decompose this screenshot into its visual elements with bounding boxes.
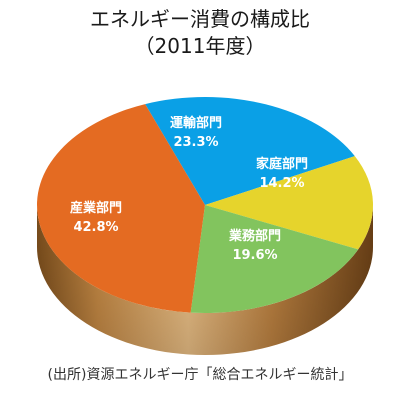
- pie-slice: [145, 96, 355, 205]
- slice-value-label: 14.2%: [259, 176, 304, 191]
- slice-value-label: 19.6%: [232, 248, 277, 263]
- slice-name-label: 業務部門: [228, 228, 281, 244]
- pie-slice: [190, 205, 359, 313]
- pie-rim: [37, 205, 373, 355]
- slice-value-label: 23.3%: [173, 135, 218, 150]
- chart-subtitle: （2011年度）: [134, 34, 266, 58]
- slice-name-label: 産業部門: [70, 200, 122, 216]
- pie-slice: [37, 104, 205, 313]
- chart-title: エネルギー消費の構成比: [90, 7, 310, 31]
- slice-name-label: 家庭部門: [256, 156, 308, 172]
- slice-name-label: 運輸部門: [170, 115, 222, 131]
- slice-value-label: 42.8%: [73, 220, 118, 235]
- pie-labels: 運輸部門 23.3% 家庭部門 14.2% 業務部門 19.6% 産業部門 42.8%: [70, 115, 308, 263]
- pie-slices: [37, 96, 373, 313]
- pie-slice: [205, 156, 373, 250]
- source-note: (出所)資源エネルギー庁「総合エネルギー統計」: [47, 367, 353, 383]
- pie-rim-shade: [37, 205, 373, 355]
